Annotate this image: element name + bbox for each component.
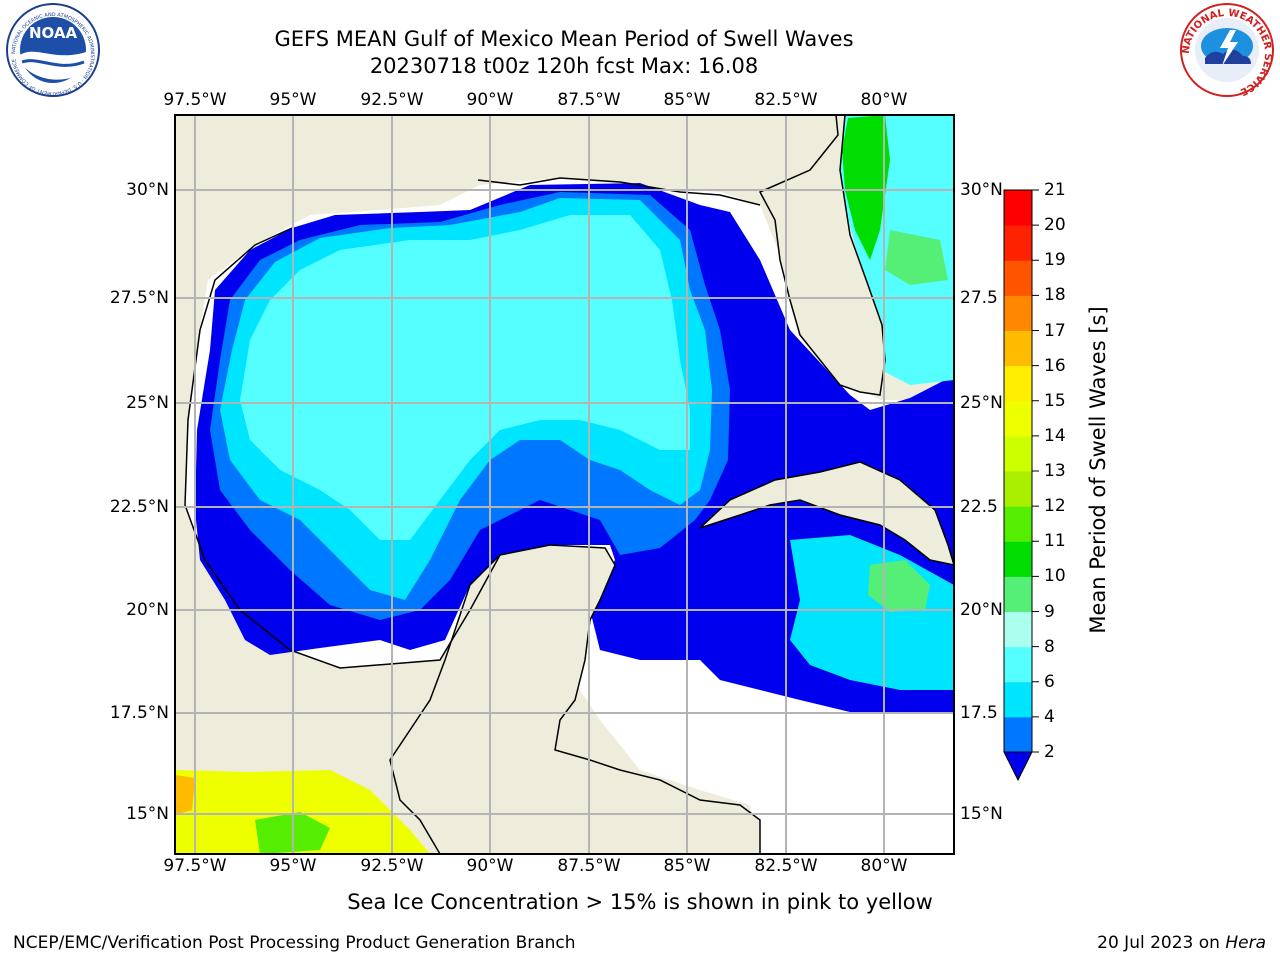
atlantic-swell-teal bbox=[885, 230, 948, 285]
colorbar-segment bbox=[1004, 471, 1032, 507]
colorbar-tick-label: 17 bbox=[1044, 320, 1066, 341]
colorbar-segment bbox=[1004, 541, 1032, 577]
colorbar-segment bbox=[1004, 716, 1032, 753]
nws-logo: NATIONAL WEATHER SERVICE bbox=[1180, 3, 1274, 97]
lon-label-bottom: 82.5°W bbox=[754, 856, 818, 876]
atlantic-swell-green bbox=[842, 115, 890, 260]
colorbar-segment bbox=[1004, 506, 1032, 542]
colorbar-tick-label: 19 bbox=[1044, 250, 1066, 271]
lat-label-right: 15°N bbox=[960, 804, 1003, 824]
lat-label-right: 30°N bbox=[960, 180, 1003, 200]
timestamp-host: Hera bbox=[1225, 933, 1266, 953]
gulf-coastline bbox=[184, 177, 761, 669]
colorbar-extend-arrow bbox=[1003, 751, 1033, 782]
lon-label-bottom: 85°W bbox=[663, 856, 711, 876]
colorbar-tick-label: 15 bbox=[1044, 390, 1066, 411]
sea-ice-footnote: Sea Ice Concentration > 15% is shown in … bbox=[347, 890, 933, 914]
colorbar-tick-label: 20 bbox=[1044, 215, 1066, 236]
colorbar-segment bbox=[1004, 330, 1032, 367]
timestamp-date: 20 Jul 2023 on bbox=[1097, 933, 1226, 953]
lon-label-bottom: 97.5°W bbox=[163, 856, 227, 876]
lat-label-left: 27.5°N bbox=[109, 288, 169, 308]
colorbar-segment bbox=[1004, 190, 1032, 226]
lat-label-left: 17.5°N bbox=[109, 703, 169, 723]
colorbar-segment bbox=[1004, 435, 1032, 472]
colorbar-tick-label: 4 bbox=[1044, 706, 1055, 727]
colorbar-segment bbox=[1004, 611, 1032, 648]
lat-label-left: 30°N bbox=[126, 180, 169, 200]
chart-title: GEFS MEAN Gulf of Mexico Mean Period of … bbox=[274, 27, 854, 51]
colorbar-segment bbox=[1004, 225, 1032, 261]
lat-label-left: 25°N bbox=[126, 393, 169, 413]
lon-label-bottom: 87.5°W bbox=[557, 856, 621, 876]
lat-label-right: 17.5 bbox=[960, 703, 998, 723]
lat-label-left: 20°N bbox=[126, 600, 169, 620]
timestamp: 20 Jul 2023 on Hera bbox=[1097, 933, 1266, 953]
yucatan-land bbox=[389, 544, 761, 854]
pacific-swell-orange bbox=[175, 775, 195, 815]
noaa-logo-text: NOAA bbox=[29, 24, 78, 42]
lat-label-left: 22.5°N bbox=[109, 497, 169, 517]
credit-line: NCEP/EMC/Verification Post Processing Pr… bbox=[13, 933, 576, 953]
lon-label-bottom: 90°W bbox=[466, 856, 514, 876]
lat-label-right: 20°N bbox=[960, 600, 1003, 620]
colorbar-segment bbox=[1004, 646, 1032, 683]
lon-label-bottom: 92.5°W bbox=[360, 856, 424, 876]
colorbar-tick-label: 6 bbox=[1044, 671, 1055, 692]
lon-label-bottom: 80°W bbox=[860, 856, 908, 876]
lon-label-top: 97.5°W bbox=[163, 90, 227, 110]
map-frame bbox=[174, 114, 955, 855]
colorbar-tick-label: 2 bbox=[1044, 742, 1055, 762]
colorbar-tick-label: 21 bbox=[1044, 180, 1066, 200]
colorbar-tick-label: 8 bbox=[1044, 636, 1055, 657]
chart-subtitle: 20230718 t00z 120h fcst Max: 16.08 bbox=[369, 54, 759, 78]
colorbar-segment bbox=[1004, 576, 1032, 612]
colorbar-tick-label: 16 bbox=[1044, 355, 1066, 376]
colorbar-tick-label: 12 bbox=[1044, 496, 1066, 517]
lon-label-top: 90°W bbox=[466, 90, 514, 110]
colorbar bbox=[1003, 189, 1039, 782]
graticule bbox=[175, 115, 954, 854]
lat-label-left: 15°N bbox=[126, 804, 169, 824]
colorbar-tick-label: 14 bbox=[1044, 425, 1066, 446]
lon-label-top: 82.5°W bbox=[754, 90, 818, 110]
colorbar-tick-label: 18 bbox=[1044, 285, 1066, 306]
colorbar-segment bbox=[1004, 681, 1032, 718]
lon-label-top: 85°W bbox=[663, 90, 711, 110]
lon-label-top: 95°W bbox=[269, 90, 317, 110]
colorbar-segment bbox=[1004, 260, 1032, 296]
lon-label-top: 92.5°W bbox=[360, 90, 424, 110]
noaa-logo: NOAA NATIONAL OCEANIC AND ATMOSPHERIC AD… bbox=[6, 3, 100, 97]
lat-label-right: 27.5 bbox=[960, 288, 998, 308]
colorbar-tick-label: 10 bbox=[1044, 566, 1066, 587]
colorbar-segment bbox=[1004, 295, 1032, 331]
colorbar-segment bbox=[1004, 365, 1032, 402]
pacific-swell bbox=[175, 770, 430, 854]
colorbar-tick-label: 13 bbox=[1044, 461, 1066, 481]
lat-label-right: 22.5 bbox=[960, 497, 998, 517]
colorbar-tick-label: 11 bbox=[1044, 531, 1066, 552]
lon-label-top: 80°W bbox=[860, 90, 908, 110]
lat-label-right: 25°N bbox=[960, 393, 1003, 413]
swell-band-8-9s bbox=[240, 215, 690, 540]
colorbar-label: Mean Period of Swell Waves [s] bbox=[1086, 306, 1110, 634]
map-area bbox=[175, 115, 954, 854]
colorbar-tick-label: 9 bbox=[1044, 601, 1055, 622]
colorbar-segment bbox=[1004, 400, 1032, 437]
cuba bbox=[699, 461, 954, 566]
lon-label-top: 87.5°W bbox=[557, 90, 621, 110]
lon-label-bottom: 95°W bbox=[269, 856, 317, 876]
